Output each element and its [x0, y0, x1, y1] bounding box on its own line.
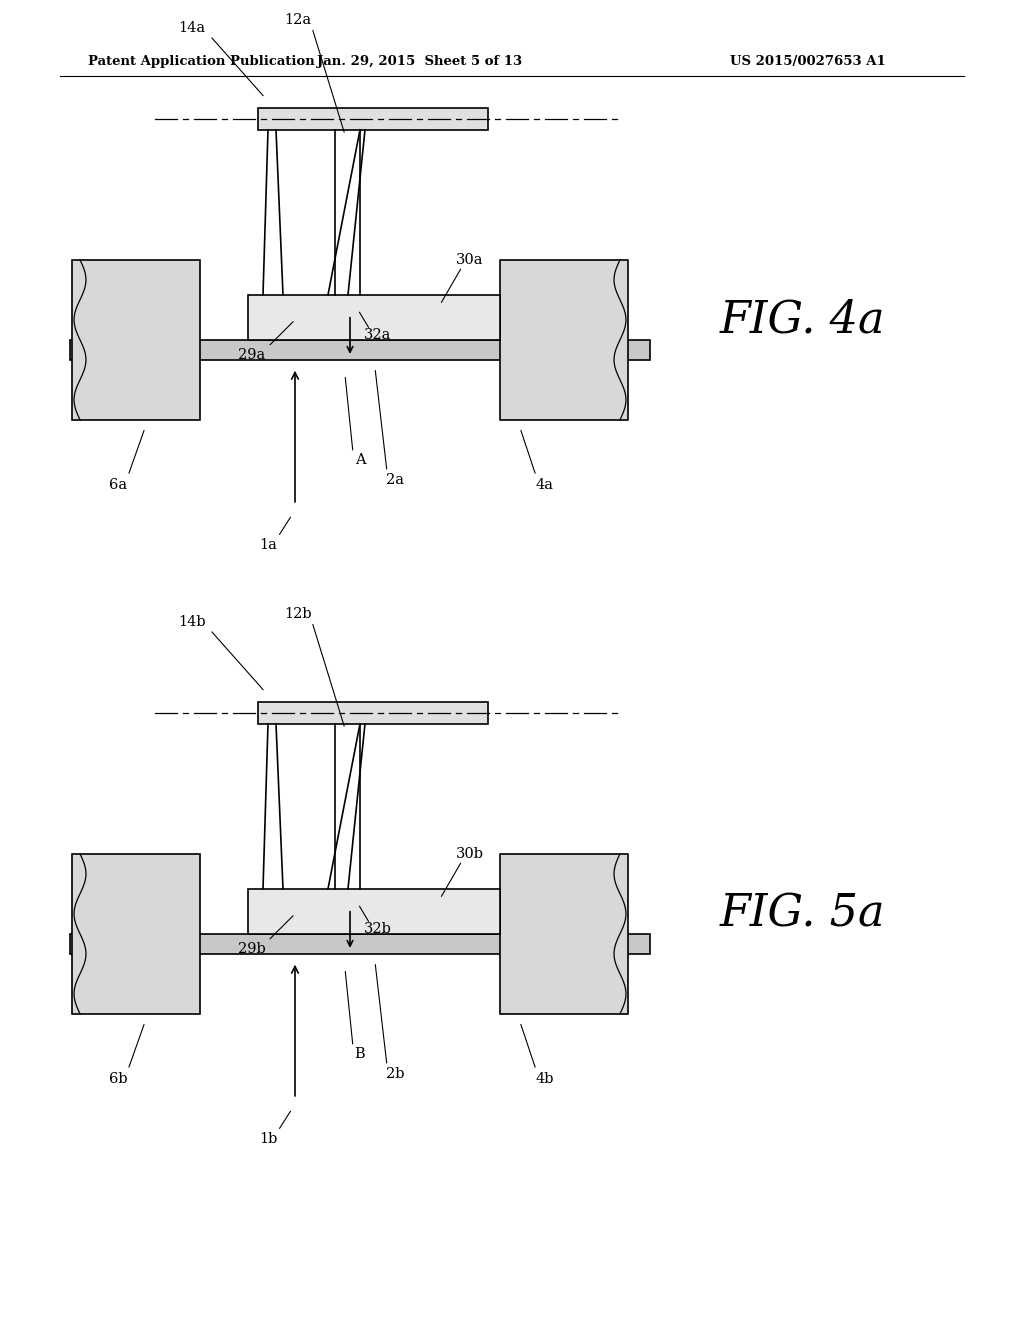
- Text: 12a: 12a: [285, 13, 311, 26]
- Text: 14b: 14b: [178, 615, 206, 628]
- Text: Jan. 29, 2015  Sheet 5 of 13: Jan. 29, 2015 Sheet 5 of 13: [317, 55, 522, 69]
- Text: US 2015/0027653 A1: US 2015/0027653 A1: [730, 55, 886, 69]
- Bar: [248, 294, 500, 339]
- Text: Patent Application Publication: Patent Application Publication: [88, 55, 314, 69]
- Bar: [500, 854, 628, 1014]
- Text: 12b: 12b: [285, 607, 312, 620]
- Bar: [72, 854, 200, 1014]
- Bar: [72, 260, 200, 420]
- Text: 30a: 30a: [457, 253, 483, 267]
- Text: A: A: [354, 453, 366, 467]
- Bar: [70, 933, 650, 954]
- Bar: [258, 108, 488, 129]
- Text: 29a: 29a: [239, 347, 265, 362]
- Bar: [70, 339, 650, 360]
- Text: 14a: 14a: [178, 21, 206, 34]
- Text: FIG. 4a: FIG. 4a: [720, 298, 886, 342]
- Text: B: B: [354, 1047, 366, 1061]
- Text: 32a: 32a: [365, 327, 392, 342]
- Text: 6a: 6a: [109, 478, 127, 492]
- Text: FIG. 5a: FIG. 5a: [720, 892, 886, 936]
- Text: 30b: 30b: [456, 847, 484, 861]
- Text: 1b: 1b: [259, 1131, 278, 1146]
- Bar: [248, 888, 500, 933]
- Bar: [258, 702, 488, 723]
- Text: 2a: 2a: [386, 473, 404, 487]
- Text: 1a: 1a: [259, 537, 276, 552]
- Text: 6b: 6b: [109, 1072, 127, 1086]
- Bar: [500, 260, 628, 420]
- Text: 4b: 4b: [536, 1072, 554, 1086]
- Text: 32b: 32b: [365, 921, 392, 936]
- Text: 2b: 2b: [386, 1067, 404, 1081]
- Text: 29b: 29b: [239, 941, 266, 956]
- Text: 4a: 4a: [536, 478, 554, 492]
